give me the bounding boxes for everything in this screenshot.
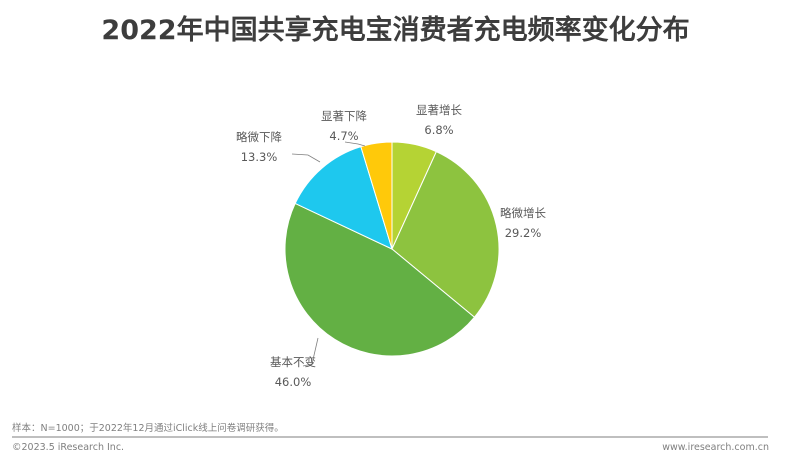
- label-name: 显著增长: [416, 103, 462, 117]
- sample-note: 样本：N=1000；于2022年12月通过iClick线上问卷调研获得。: [12, 423, 284, 434]
- copyright: ©2023.5 iResearch Inc.: [12, 442, 125, 453]
- footer-divider: [12, 436, 768, 438]
- pie-slice-3: [294, 146, 393, 250]
- label-significant-decrease: 显著下降 4.7%: [313, 106, 375, 146]
- label-name: 略微下降: [236, 130, 282, 144]
- label-slight-increase: 略微增长 29.2%: [492, 203, 554, 243]
- label-name: 略微增长: [500, 206, 546, 220]
- label-pct: 6.8%: [424, 123, 454, 137]
- label-unchanged: 基本不变 46.0%: [262, 352, 324, 392]
- leader-line-unchanged: [302, 337, 319, 367]
- pie-slice-4: [360, 141, 393, 250]
- label-name: 基本不变: [270, 355, 316, 369]
- chart-title: 2022年中国共享充电宝消费者充电频率变化分布: [101, 15, 690, 46]
- pie-slice-2: [284, 202, 476, 357]
- leader-line-slight-decrease: [291, 153, 321, 163]
- pie-slice-1: [391, 150, 500, 318]
- label-pct: 13.3%: [240, 150, 278, 164]
- label-pct: 46.0%: [274, 375, 312, 389]
- label-slight-decrease: 略微下降 13.3%: [228, 127, 290, 167]
- label-significant-increase: 显著增长 6.8%: [404, 100, 474, 140]
- label-pct: 29.2%: [504, 226, 542, 240]
- label-pct: 4.7%: [329, 129, 359, 143]
- label-name: 显著下降: [321, 109, 367, 123]
- leader-line-significant-decrease: [344, 141, 366, 147]
- website-link[interactable]: www.iresearch.com.cn: [662, 442, 769, 453]
